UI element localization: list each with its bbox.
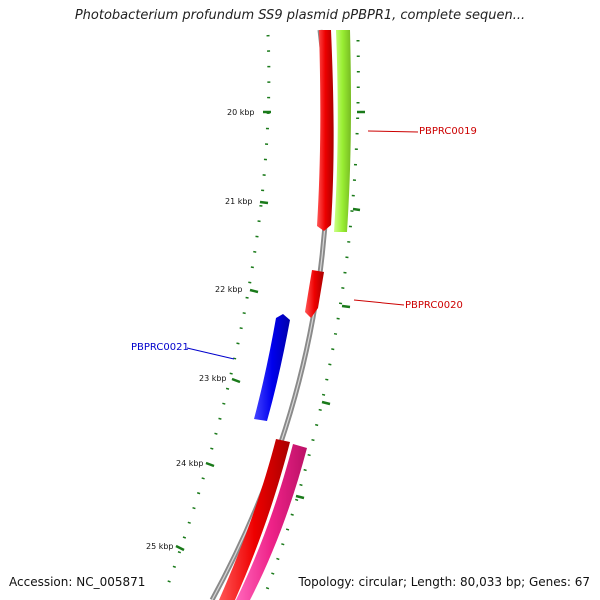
callout-pbprc0020 — [353, 299, 405, 306]
callout-pbprc0019 — [367, 130, 419, 133]
outer-tick-ring — [164, 34, 271, 591]
topology-text: Topology: circular; Length: 80,033 bp; G… — [298, 575, 590, 589]
gene-pbprc0019[interactable] — [317, 30, 334, 231]
tick-label-25kbp: 25 kbp — [146, 542, 174, 551]
gene-pbprc0020[interactable] — [305, 270, 324, 318]
accession-text: Accession: NC_005871 — [9, 575, 146, 589]
label-pbprc0021[interactable]: PBPRC0021 — [131, 342, 189, 353]
gene-pbprc0021[interactable] — [254, 314, 290, 421]
major-ticks-inner — [295, 110, 365, 500]
orf-green[interactable] — [334, 30, 351, 232]
tick-label-24kbp: 24 kbp — [176, 459, 204, 468]
major-ticks-outer — [175, 110, 271, 552]
orf-pink[interactable] — [236, 444, 307, 600]
callout-pbprc0021 — [186, 347, 235, 360]
cds-red-bottom[interactable] — [219, 439, 290, 600]
label-pbprc0020[interactable]: PBPRC0020 — [405, 300, 463, 311]
label-pbprc0019[interactable]: PBPRC0019 — [419, 126, 477, 137]
tick-label-21kbp: 21 kbp — [225, 197, 253, 206]
map-title: Photobacterium profundum SS9 plasmid pPB… — [74, 8, 526, 23]
tick-label-23kbp: 23 kbp — [199, 374, 227, 383]
tick-label-20kbp: 20 kbp — [227, 108, 255, 117]
tick-label-22kbp: 22 kbp — [215, 285, 243, 294]
